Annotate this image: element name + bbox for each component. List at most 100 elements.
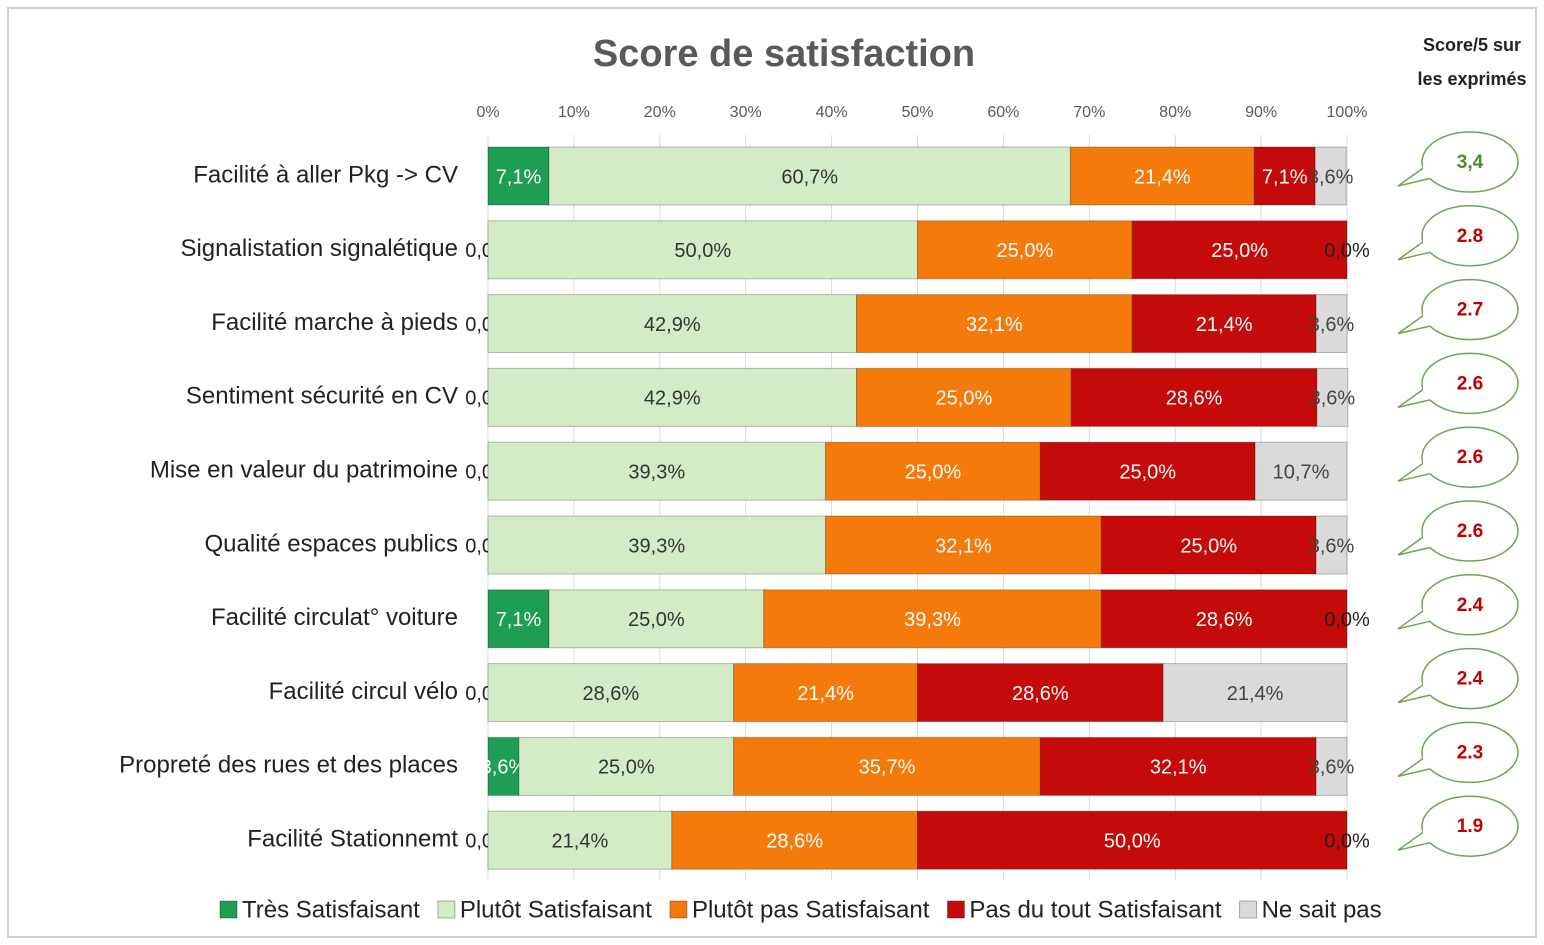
data-label: 7,1% (496, 609, 542, 631)
bar-segment (1162, 663, 1348, 723)
x-tick-label: 80% (1159, 104, 1191, 121)
bar-segment (487, 146, 550, 206)
bar-segment (487, 515, 827, 575)
category-label: Facilité à aller Pkg -> CV (193, 161, 458, 188)
data-label: 32,1% (966, 314, 1023, 336)
bar-segment (1315, 736, 1348, 796)
score-label: 2.6 (1457, 447, 1483, 468)
data-label: 35,7% (859, 757, 916, 779)
x-tick-label: 70% (1073, 104, 1105, 121)
data-label: 3,6% (1309, 314, 1355, 336)
bar-segment (733, 663, 919, 723)
data-label: 28,6% (1012, 683, 1069, 705)
legend-label: Pas du tout Satisfaisant (969, 896, 1221, 923)
callout-bubble (1421, 500, 1519, 562)
data-label: 42,9% (644, 314, 701, 336)
category-label: Facilité marche à pieds (211, 309, 458, 336)
bar-segment (1253, 146, 1316, 206)
data-label: 28,6% (1166, 388, 1223, 410)
data-label: 10,7% (1273, 461, 1330, 483)
legend-swatch (219, 900, 238, 919)
callout-bubble (1421, 795, 1519, 857)
score-label: 2.8 (1457, 226, 1483, 247)
bar-segment (1314, 146, 1347, 206)
data-label: 7,1% (1262, 166, 1308, 188)
callout-bubble (1421, 721, 1519, 784)
data-label: 25,0% (1119, 461, 1176, 483)
bar-segment (825, 441, 1041, 501)
data-label: 25,0% (628, 609, 685, 631)
callout-joint (1423, 606, 1431, 621)
x-tick-label: 40% (816, 104, 848, 121)
bar-segment (1100, 515, 1317, 575)
data-label: 50,0% (674, 240, 731, 262)
score-label: 3,4 (1457, 152, 1484, 173)
bar-segment (671, 810, 918, 870)
category-label: Facilité circul vélo (269, 678, 458, 705)
data-label: 0,0% (1324, 240, 1370, 262)
x-tick-label: 60% (987, 104, 1019, 121)
category-label: Facilité circulat° voiture (211, 604, 458, 631)
bar-segment (487, 367, 858, 427)
data-label: 3,6% (1309, 535, 1355, 557)
callout-bubble (1421, 352, 1519, 415)
data-label: 28,6% (582, 683, 639, 705)
data-label: 0,0% (1324, 609, 1370, 631)
category-label: Qualité espaces publics (205, 530, 458, 557)
data-label: 21,4% (1134, 166, 1191, 188)
score-label: 2.3 (1457, 742, 1483, 763)
chart-title: Score de satisfaction (593, 33, 975, 75)
data-label: 39,3% (628, 535, 685, 557)
data-label: 21,4% (1227, 683, 1284, 705)
bar-segment (917, 810, 1348, 870)
bar-segment (1039, 736, 1317, 796)
legend-label: Plutôt pas Satisfaisant (692, 896, 930, 923)
data-label: 25,0% (598, 757, 655, 779)
callout-joint (1423, 680, 1431, 695)
x-tick-label: 20% (644, 104, 676, 121)
bar-segment (856, 294, 1133, 354)
callout-joint (1423, 164, 1431, 178)
category-label: Sentiment sécurité en CV (186, 383, 458, 410)
bar-segment (1100, 589, 1348, 649)
x-tick-label: 90% (1245, 104, 1277, 121)
bar-segment (487, 220, 918, 280)
data-label: 25,0% (1211, 240, 1268, 262)
data-label: 3,6% (1309, 757, 1355, 779)
data-label: 3,6% (1310, 388, 1356, 410)
legend-swatch (669, 900, 688, 919)
score-title: Score/5 sur (1423, 35, 1521, 55)
bar-segment (487, 810, 673, 870)
callout-joint (1423, 828, 1431, 843)
category-label: Propreté des rues et des places (119, 752, 458, 779)
bar-segment (763, 589, 1102, 649)
score-label: 2.7 (1457, 300, 1483, 321)
data-label: 42,9% (644, 388, 701, 410)
bar-segment (1131, 294, 1317, 354)
data-label: 21,4% (552, 830, 609, 852)
data-label: 25,0% (936, 388, 993, 410)
score-label: 2.6 (1457, 373, 1483, 394)
callout-bubble (1421, 131, 1519, 193)
legend-label: Plutôt Satisfaisant (460, 896, 652, 923)
bar-segment (487, 441, 827, 501)
data-label: 25,0% (1180, 535, 1237, 557)
data-label: 25,0% (997, 240, 1054, 262)
bar-segment (1254, 441, 1348, 501)
data-label: 39,3% (628, 461, 685, 483)
data-label: 28,6% (1196, 609, 1253, 631)
bar-segment (548, 146, 1071, 206)
data-label: 21,4% (797, 683, 854, 705)
category-label: Mise en valeur du patrimoine (150, 457, 458, 484)
callout-joint (1423, 237, 1431, 252)
category-label: Signalistation signalétique (180, 235, 458, 262)
x-tick-label: 50% (901, 104, 933, 121)
data-label: 7,1% (496, 166, 542, 188)
data-label: 32,1% (935, 535, 992, 557)
callout-joint (1423, 533, 1431, 547)
score-label: 2.6 (1457, 521, 1483, 542)
callout-joint (1423, 385, 1431, 400)
callout-bubble (1421, 647, 1519, 710)
data-label: 3,6% (1308, 166, 1354, 188)
